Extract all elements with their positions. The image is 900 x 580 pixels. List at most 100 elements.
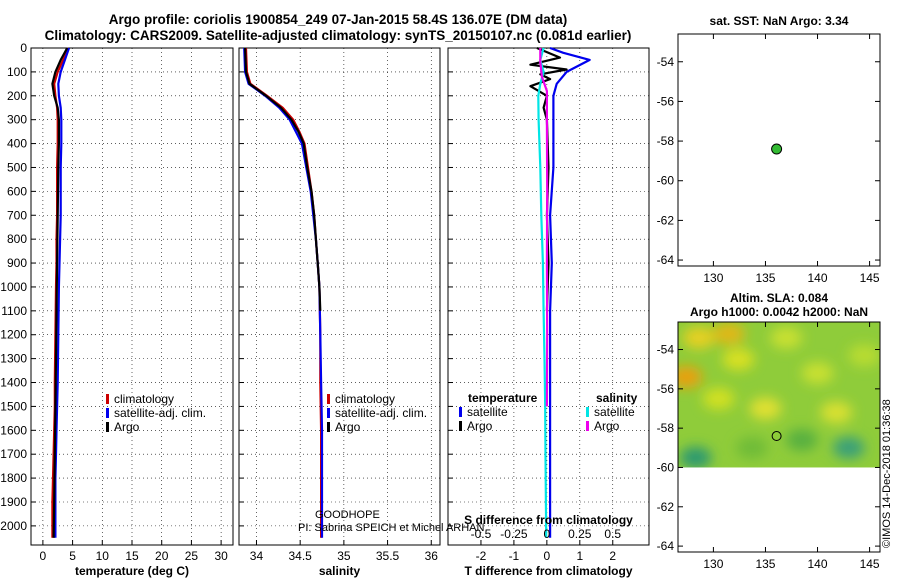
figure-canvas: 0 5 10 15 20 25 300100200300400500600700800900… [0,0,900,580]
y-tick-label: -58 [657,421,675,435]
x-tick-label: 34 [250,549,264,563]
legend-swatch [459,407,462,417]
legend-label: satellite [594,405,635,419]
credit-project: GOODHOPE [315,509,380,521]
legend-label: satellite [467,405,508,419]
y-tick-label: 400 [7,137,27,151]
sla-blob [786,429,818,451]
sla-blob [703,388,735,410]
sla-map-subtitle: Argo h1000: 0.0042 h2000: NaN [690,305,868,319]
no-data-area [678,467,880,552]
legend-swatch [327,408,330,418]
y-tick-label: 300 [7,113,27,127]
legend-label: climatology [114,392,174,406]
y-tick-label: 1400 [0,376,27,390]
sst-map-title: sat. SST: NaN Argo: 3.34 [710,14,849,28]
legend-swatch [586,421,589,431]
legend-label: satellite-adj. clim. [114,406,206,420]
y-tick-label: -60 [657,174,675,188]
x-tick-label: 35 [337,549,351,563]
y-tick-label: 1200 [0,328,27,342]
y-tick-label: 1100 [1,304,27,318]
y-tick-label: -56 [657,94,675,108]
legend-swatch [586,407,589,417]
argo-position-marker [772,144,782,154]
series-line-t-argo [530,48,566,311]
y-tick-label: 1500 [0,399,27,413]
x-tick-label: 135 [755,271,775,285]
legend-header-salinity: salinity [596,391,638,405]
x-tick-label: 36 [425,549,439,563]
x-tick-label: 1 [576,549,583,563]
x-axis-label: salinity [319,564,361,578]
sla-blob [670,366,702,388]
legend-swatch [106,394,109,404]
credit-pi: PI: Sabrina SPEICH et Michel ARHAN [298,522,485,534]
y-tick-label: 0 [20,41,27,55]
x-tick-label: 35.5 [376,549,400,563]
y-tick-label: 1600 [0,423,27,437]
x-tick-label: 0 [544,549,551,563]
y-tick-label: -58 [657,134,675,148]
legend-header-temperature: temperature [468,391,538,405]
y-tick-label: -54 [657,343,675,357]
sla-blob [749,397,781,419]
x-tick-label: 30 [214,549,228,563]
salinity-panel: 34 34.5 35 35.5 36 salinity climatologysatelli… [239,48,440,578]
sla-blob [736,437,768,459]
top-tick-label: 0 [544,527,551,541]
plot-frame [239,48,440,545]
x-tick-label: 0 [40,549,47,563]
sla-blob [802,362,834,384]
y-tick-label: -64 [657,539,675,553]
y-tick-label: 900 [7,256,27,270]
sla-blob [770,327,802,349]
series-line-satellite-adj-clim- [244,48,322,538]
y-tick-label: 500 [7,160,27,174]
legend-swatch [106,422,109,432]
legend-swatch [327,394,330,404]
legend-label: Argo [114,420,140,434]
legend-swatch [459,421,462,431]
series-line-argo [245,48,320,311]
legend-label: Argo [335,420,361,434]
sla-blob [683,327,715,349]
y-tick-label: 100 [7,65,27,79]
legend-swatch [327,422,330,432]
legend-label: Argo [467,419,493,433]
legend-label: climatology [335,392,395,406]
top-axis-label: S difference from climatology [464,513,633,527]
x-tick-label: 140 [808,557,828,571]
x-tick-label: 15 [125,549,139,563]
y-tick-label: 1700 [0,447,27,461]
sla-blob [848,344,880,366]
x-tick-label: 145 [860,557,880,571]
y-tick-label: -54 [657,55,675,69]
series-line-climatology [246,48,321,538]
y-tick-label: 2000 [0,519,27,533]
x-axis-label: temperature (deg C) [75,564,189,578]
x-tick-label: 25 [185,549,199,563]
x-tick-label: 2 [609,549,616,563]
y-tick-label: 1900 [0,495,27,509]
sla-blob [833,437,865,459]
y-tick-label: 1300 [0,352,27,366]
x-tick-label: 10 [96,549,110,563]
top-tick-label: 0.25 [568,527,592,541]
y-tick-label: 1000 [0,280,27,294]
x-tick-label: 34.5 [288,549,312,563]
legend-swatch [106,408,109,418]
y-tick-label: 600 [7,184,27,198]
sla-map-title: Altim. SLA: 0.084 [730,291,828,305]
difference-panel: -2 -1 0 1 2T difference from climatology S di… [448,48,649,578]
y-tick-label: 200 [7,89,27,103]
y-tick-label: -64 [657,253,675,267]
y-tick-label: 800 [7,232,27,246]
x-tick-label: 140 [808,271,828,285]
sla-blob [722,348,754,370]
legend-label: satellite-adj. clim. [335,406,427,420]
y-tick-label: 1800 [0,471,27,485]
y-tick-label: -62 [657,213,675,227]
series-line-s-satellite [538,48,546,538]
sla-blob [680,447,712,469]
